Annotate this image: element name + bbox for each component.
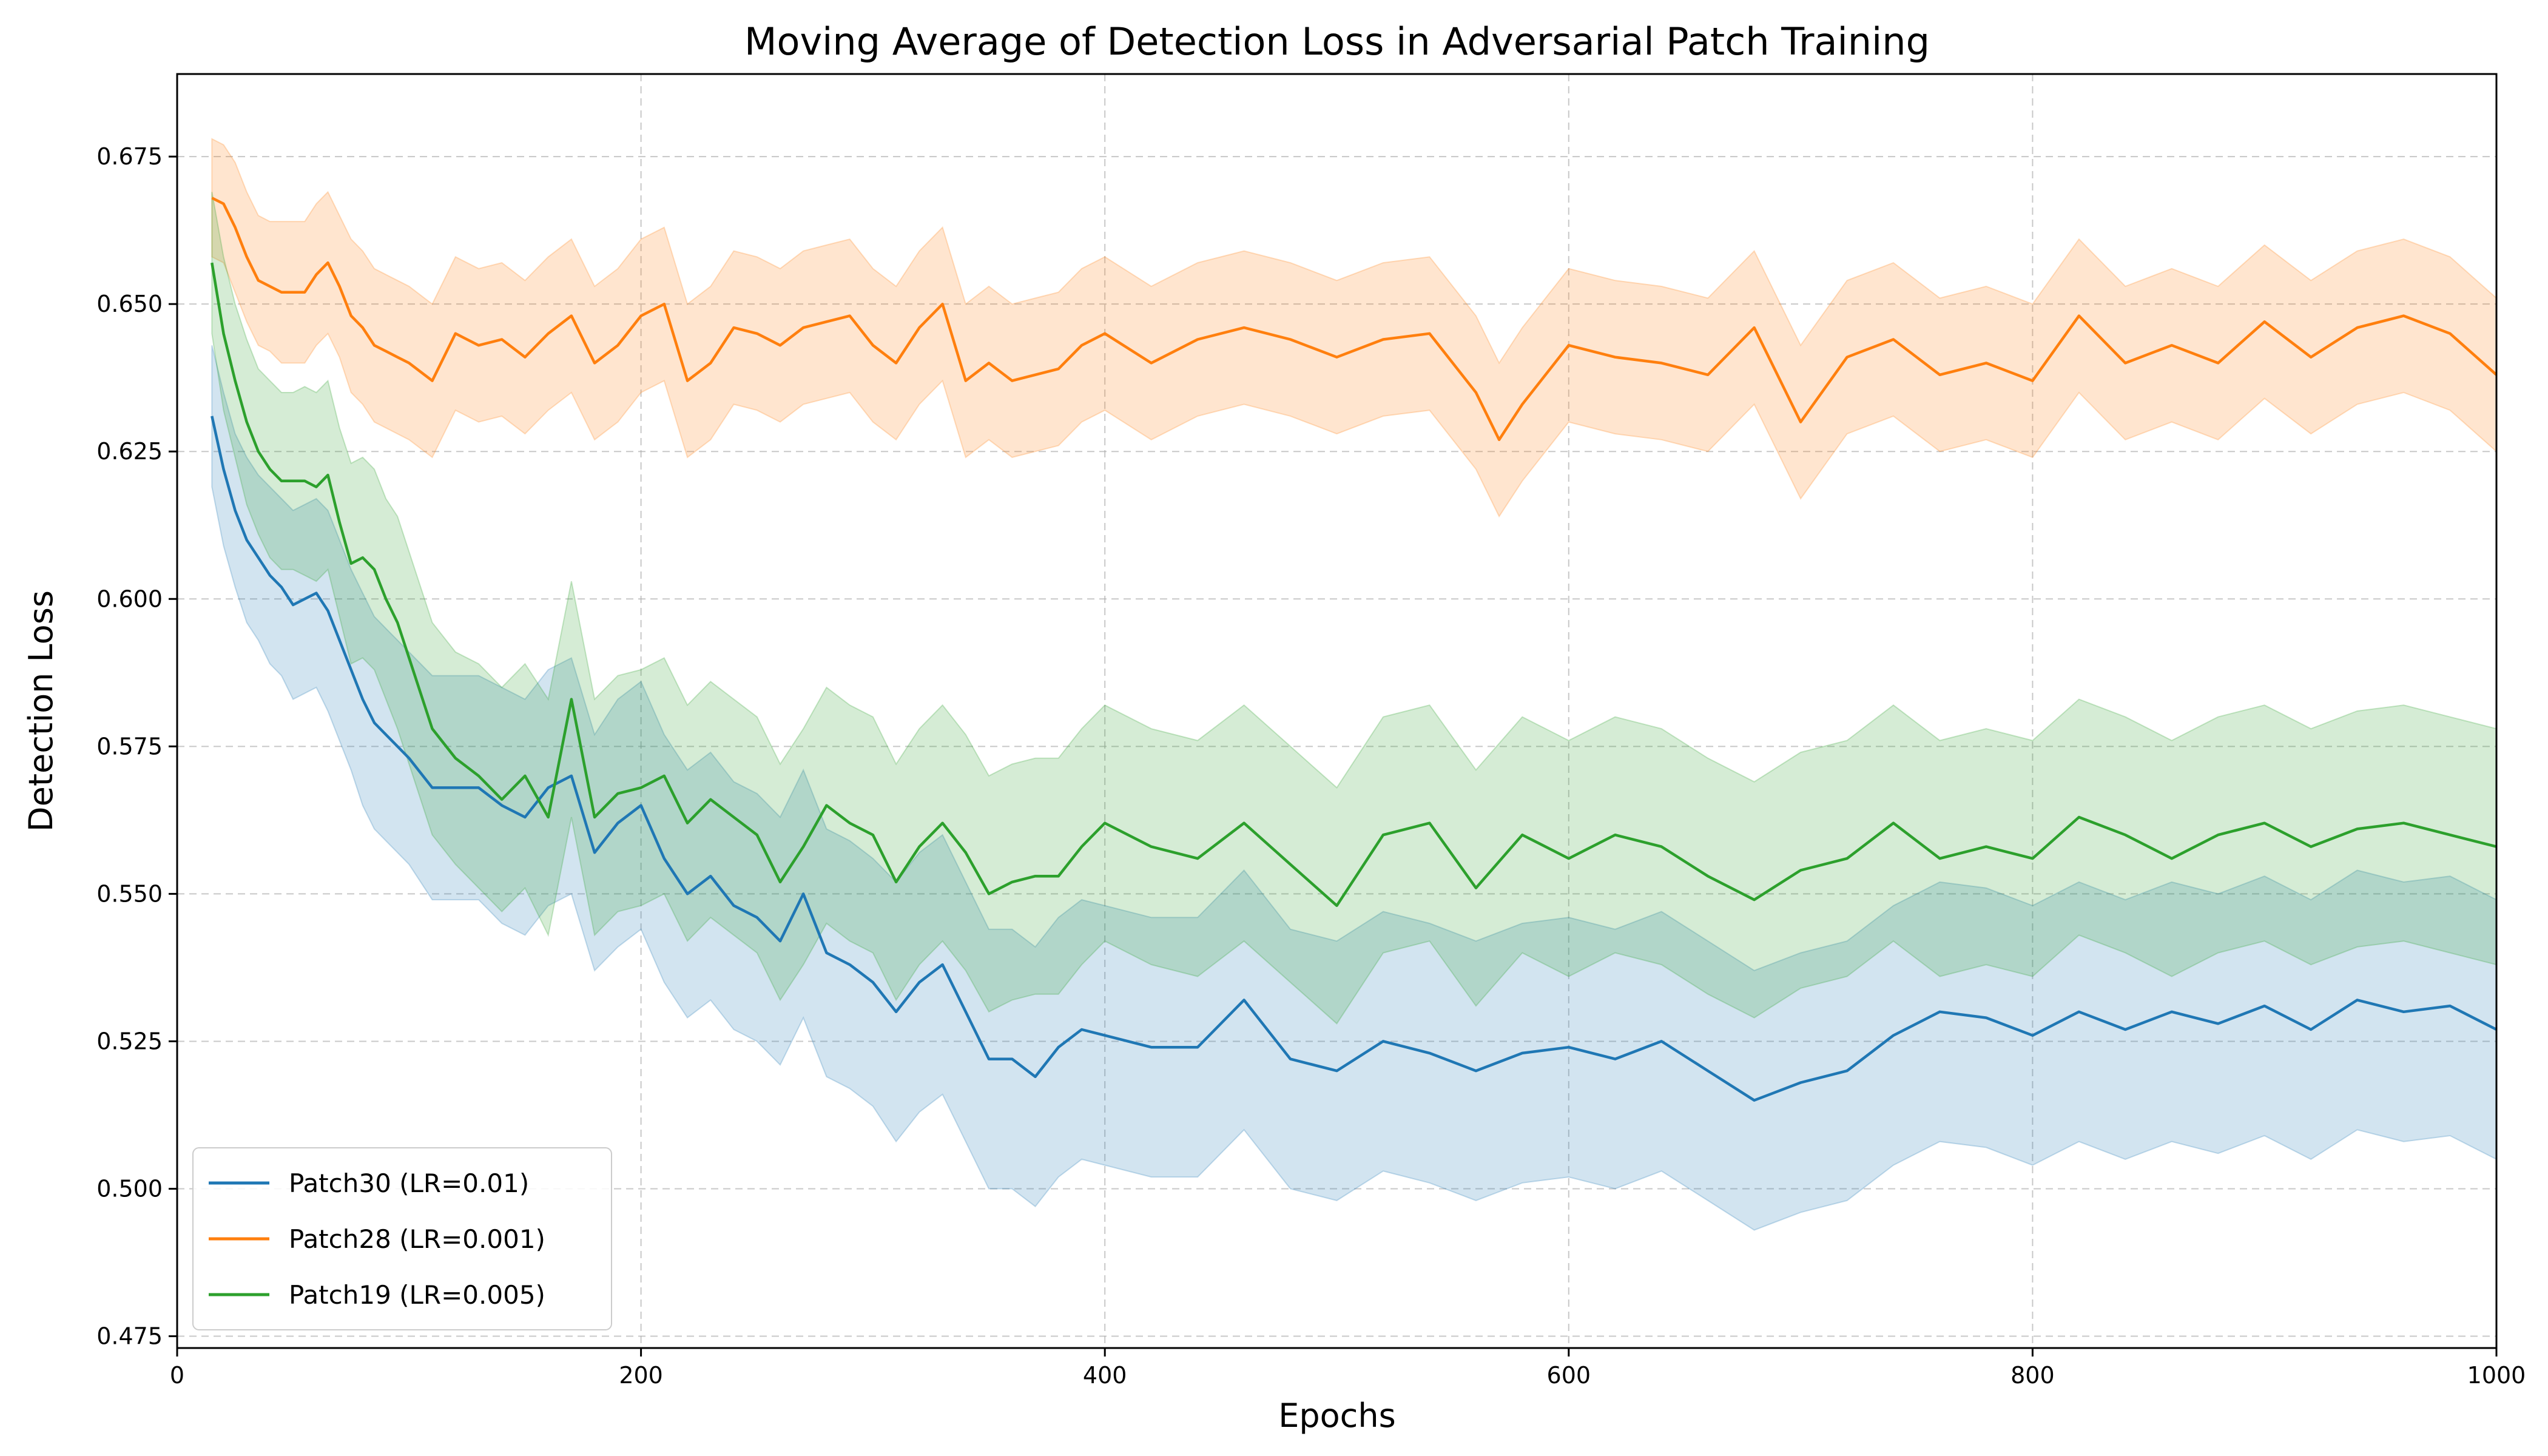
x-tick-label-4: 800 <box>2010 1362 2055 1389</box>
legend-label-1: Patch28 (LR=0.001) <box>289 1224 545 1254</box>
series-band-0 <box>211 345 2496 1231</box>
series-line-1 <box>211 197 2496 442</box>
y-tick-label-3: 0.550 <box>96 880 163 907</box>
plot-clip-group <box>177 74 2496 1348</box>
legend-label-0: Patch30 (LR=0.01) <box>289 1168 529 1198</box>
y-tick-label-2: 0.525 <box>96 1028 163 1054</box>
y-tick-label-4: 0.575 <box>96 733 163 760</box>
y-tick-label-6: 0.625 <box>96 438 163 465</box>
y-tick-label-0: 0.475 <box>96 1323 163 1350</box>
x-axis-label: Epochs <box>1278 1397 1395 1435</box>
legend-box <box>192 1147 612 1330</box>
y-tick-label-7: 0.650 <box>96 291 163 317</box>
y-tick-label-1: 0.500 <box>96 1176 163 1202</box>
y-axis-label: Detection Loss <box>22 590 60 832</box>
plot-area <box>177 74 2496 1348</box>
chart-title: Moving Average of Detection Loss in Adve… <box>744 19 1930 64</box>
plot-frame <box>176 73 2498 1349</box>
axis-ticks: 0 200 400 600 800 1000 0.475 0.500 0.525 0.550 0.5… <box>96 143 2526 1389</box>
x-tick-label-2: 400 <box>1083 1362 1127 1389</box>
legend: Patch30 (LR=0.01) Patch28 (LR=0.001) Patch… <box>192 1147 612 1330</box>
x-tick-label-3: 600 <box>1547 1362 1591 1389</box>
x-tick-label-5: 1000 <box>2467 1362 2526 1389</box>
series-band-2 <box>211 192 2496 1025</box>
y-tick-label-8: 0.675 <box>96 143 163 170</box>
y-tick-label-5: 0.600 <box>96 585 163 612</box>
x-tick-label-0: 0 <box>170 1362 184 1389</box>
legend-label-2: Patch19 (LR=0.005) <box>289 1280 545 1310</box>
series-line-2 <box>211 262 2496 908</box>
series-band-1 <box>211 138 2496 518</box>
series-line-0 <box>211 416 2496 1102</box>
x-tick-label-1: 200 <box>619 1362 663 1389</box>
